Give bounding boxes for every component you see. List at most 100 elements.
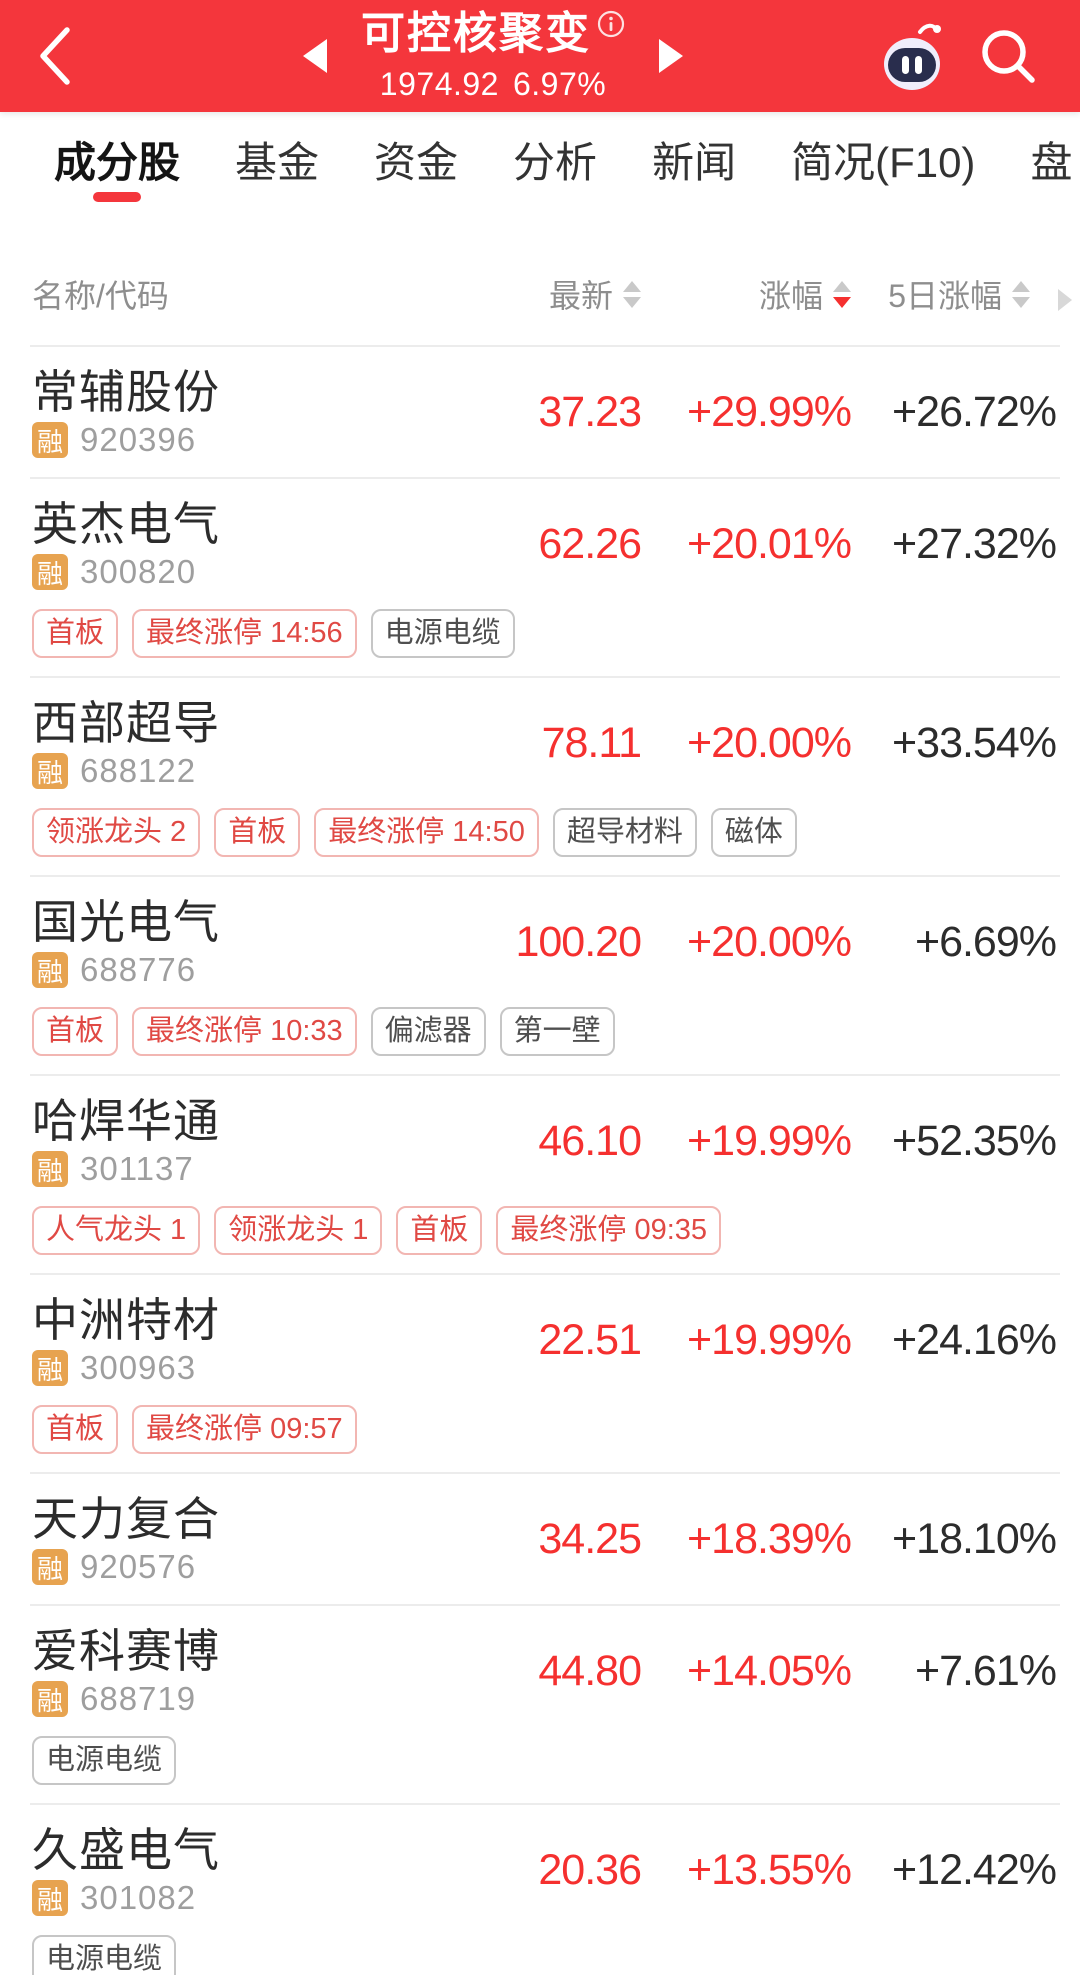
search-button[interactable]: [976, 24, 1040, 88]
stock-tag[interactable]: 首板: [396, 1206, 483, 1255]
next-sector-button[interactable]: [659, 39, 683, 73]
info-icon[interactable]: [597, 10, 625, 42]
stock-tag[interactable]: 最终涨停 09:57: [132, 1405, 357, 1454]
margin-trading-badge: 融: [32, 1880, 68, 1916]
change-percent: +20.01%: [687, 519, 852, 568]
stock-name: 常辅股份: [32, 366, 220, 418]
change-5day-percent: +12.42%: [892, 1845, 1057, 1894]
tab-bar: 成分股 基金 资金 分析 新闻 简况(F10) 盘: [0, 112, 1080, 207]
stock-row[interactable]: 国光电气 融 688776 100.20 +20.00% +6.69% 首板 最终…: [0, 877, 1080, 1076]
latest-price: 44.80: [538, 1646, 642, 1695]
table-column-header: 名称/代码 最新 涨幅 5日涨幅: [0, 207, 1080, 347]
index-change-percent: 6.97%: [512, 66, 607, 102]
stock-name: 英杰电气: [32, 498, 220, 550]
stock-name: 中洲特材: [32, 1294, 220, 1346]
margin-trading-badge: 融: [32, 952, 68, 988]
sortable-column[interactable]: 涨幅: [641, 271, 851, 317]
stock-row[interactable]: 常辅股份 融 920396 37.23 +29.99% +26.72%: [0, 347, 1080, 479]
tab-0[interactable]: 成分股: [54, 112, 180, 207]
title-block: 可控核聚变 1974.92 6.97%: [361, 9, 625, 100]
tab-2[interactable]: 资金: [374, 112, 458, 207]
stock-tag[interactable]: 首板: [32, 1007, 119, 1056]
stock-identity: 久盛电气 融 301082: [32, 1823, 461, 1917]
stock-tag[interactable]: 最终涨停 14:50: [314, 808, 539, 857]
sector-title-group: 可控核聚变 1974.92 6.97%: [110, 9, 876, 100]
tab-label: 新闻: [652, 139, 737, 186]
stock-identity: 爱科赛博 融 688719: [32, 1624, 461, 1718]
tab-1[interactable]: 基金: [235, 112, 319, 207]
latest-price: 62.26: [538, 519, 642, 568]
stock-tag[interactable]: 最终涨停 14:56: [132, 609, 357, 658]
sort-arrows-icon: [833, 280, 851, 308]
stock-tag[interactable]: 领涨龙头 1: [214, 1206, 383, 1255]
stock-code: 688776: [80, 951, 197, 988]
margin-trading-badge: 融: [32, 753, 68, 789]
stock-row-main: 爱科赛博 融 688719 44.80 +14.05% +7.61%: [32, 1624, 1057, 1718]
change-percent: +20.00%: [687, 917, 852, 966]
back-button[interactable]: [0, 0, 110, 112]
margin-trading-badge: 融: [32, 1549, 68, 1585]
tab-6[interactable]: 盘: [1030, 112, 1072, 207]
stock-tag[interactable]: 人气龙头 1: [32, 1206, 201, 1255]
change-percent: +19.99%: [687, 1315, 852, 1364]
stock-tag[interactable]: 偏滤器: [370, 1007, 486, 1056]
stock-tag[interactable]: 电源电缆: [370, 609, 515, 658]
prev-sector-button[interactable]: [303, 39, 327, 73]
change-percent: +19.99%: [687, 1116, 852, 1165]
margin-trading-badge: 融: [32, 1151, 68, 1187]
app-header: 可控核聚变 1974.92 6.97%: [0, 0, 1080, 112]
stock-row-main: 英杰电气 融 300820 62.26 +20.01% +27.32%: [32, 497, 1057, 591]
change-5day-percent: +52.35%: [892, 1116, 1057, 1165]
stock-tags: 首板 最终涨停 09:57: [32, 1405, 1056, 1454]
stock-tag[interactable]: 电源电缆: [32, 1935, 177, 1975]
stock-row-main: 常辅股份 融 920396 37.23 +29.99% +26.72%: [32, 365, 1057, 459]
stock-tags: 电源电缆: [32, 1736, 1056, 1785]
stock-identity: 中洲特材 融 300963: [32, 1293, 461, 1387]
tab-4[interactable]: 新闻: [652, 112, 736, 207]
stock-tag[interactable]: 最终涨停 10:33: [132, 1007, 357, 1056]
sortable-column[interactable]: 5日涨幅: [851, 271, 1056, 317]
stock-list: 常辅股份 融 920396 37.23 +29.99% +26.72% 英杰电气…: [0, 347, 1080, 1975]
latest-price: 78.11: [541, 718, 642, 767]
stock-row[interactable]: 爱科赛博 融 688719 44.80 +14.05% +7.61% 电源电缆: [0, 1606, 1080, 1805]
stock-tag[interactable]: 电源电缆: [32, 1736, 177, 1785]
tab-5[interactable]: 简况(F10): [791, 112, 975, 207]
stock-row[interactable]: 英杰电气 融 300820 62.26 +20.01% +27.32% 首板 最终…: [0, 479, 1080, 678]
stock-code: 300963: [80, 1349, 197, 1386]
stock-tag[interactable]: 首板: [214, 808, 301, 857]
stock-tag[interactable]: 第一壁: [499, 1007, 615, 1056]
column-label: 最新: [548, 278, 613, 314]
tab-3[interactable]: 分析: [513, 112, 597, 207]
latest-price: 100.20: [515, 917, 642, 966]
stock-row[interactable]: 天力复合 融 920576 34.25 +18.39% +18.10%: [0, 1474, 1080, 1606]
ai-assistant-button[interactable]: [876, 18, 948, 94]
sortable-column[interactable]: 最新: [461, 271, 641, 317]
stock-tags: 人气龙头 1 领涨龙头 1 首板 最终涨停 09:35: [32, 1206, 1056, 1255]
stock-tags: 首板 最终涨停 10:33 偏滤器 第一壁: [32, 1007, 1056, 1056]
stock-row-main: 哈焊华通 融 301137 46.10 +19.99% +52.35%: [32, 1094, 1057, 1188]
stock-tag[interactable]: 首板: [32, 609, 119, 658]
page-title: 可控核聚变: [361, 9, 591, 58]
index-quote: 1974.92 6.97%: [380, 68, 606, 100]
stock-identity: 西部超导 融 688122: [32, 696, 461, 790]
stock-tag[interactable]: 超导材料: [552, 808, 697, 857]
latest-price: 22.51: [538, 1315, 642, 1364]
margin-trading-badge: 融: [32, 1350, 68, 1386]
change-percent: +20.00%: [687, 718, 852, 767]
stock-row[interactable]: 哈焊华通 融 301137 46.10 +19.99% +52.35% 人气龙头…: [0, 1076, 1080, 1275]
stock-tag[interactable]: 首板: [32, 1405, 119, 1454]
stock-tags: 电源电缆: [32, 1935, 1056, 1975]
stock-row[interactable]: 久盛电气 融 301082 20.36 +13.55% +12.42% 电源电缆: [0, 1805, 1080, 1975]
stock-tag[interactable]: 领涨龙头 2: [32, 808, 201, 857]
index-value: 1974.92: [379, 66, 499, 102]
stock-code: 301137: [80, 1150, 194, 1187]
stock-tag[interactable]: 最终涨停 09:35: [496, 1206, 722, 1255]
stock-row[interactable]: 西部超导 融 688122 78.11 +20.00% +33.54% 领涨龙头…: [0, 678, 1080, 877]
active-tab-indicator: [93, 192, 141, 202]
stock-row[interactable]: 中洲特材 融 300963 22.51 +19.99% +24.16% 首板 最终…: [0, 1275, 1080, 1474]
stock-name: 西部超导: [32, 697, 220, 749]
stock-row-main: 天力复合 融 920576 34.25 +18.39% +18.10%: [32, 1492, 1057, 1586]
stock-tag[interactable]: 磁体: [710, 808, 797, 857]
stock-identity: 天力复合 融 920576: [32, 1492, 461, 1586]
